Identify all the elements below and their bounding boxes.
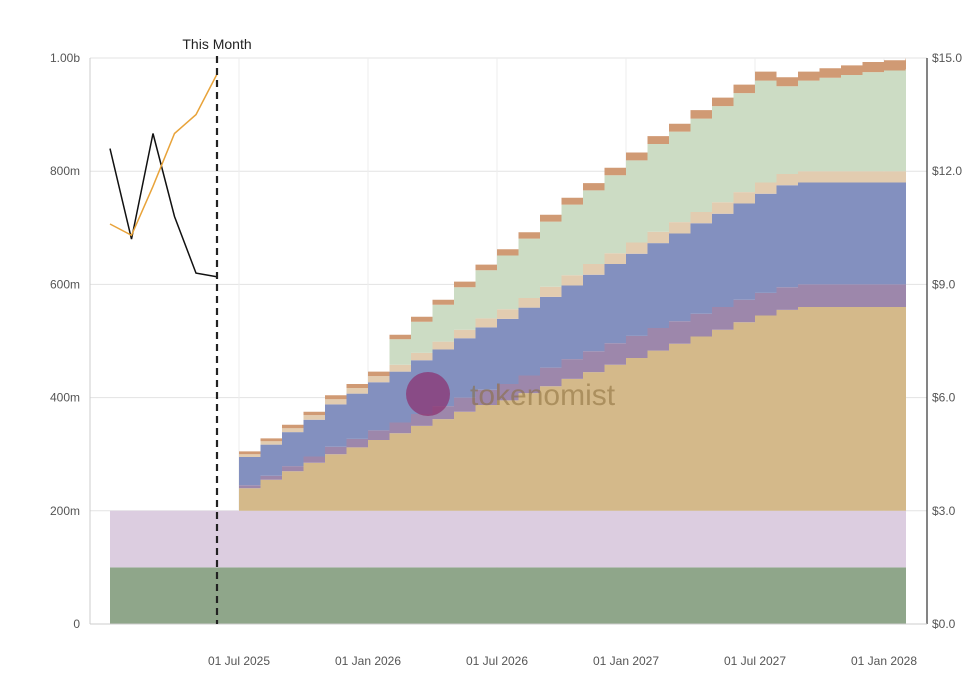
- x-tick-label: 01 Jul 2027: [724, 654, 786, 668]
- area-series-3: [239, 307, 906, 511]
- price-lines: [109, 72, 219, 278]
- y-right-tick-label: $3.0: [932, 504, 956, 518]
- area-series-7: [239, 69, 906, 455]
- x-tick-label: 01 Jan 2027: [593, 654, 659, 668]
- price-line-2: [109, 72, 219, 237]
- x-tick-label: 01 Jan 2028: [851, 654, 917, 668]
- y-left-tick-label: 1.00b: [50, 51, 80, 65]
- x-tick-label: 01 Jul 2026: [466, 654, 528, 668]
- area-series-2: [110, 510, 906, 568]
- watermark-logo-icon: [406, 372, 450, 416]
- y-left-tick-label: 400m: [50, 391, 80, 405]
- y-left-tick-label: 0: [73, 617, 80, 631]
- area-series-8: [239, 58, 906, 455]
- area-series-4: [239, 284, 906, 489]
- watermark-text: tokenomist: [470, 379, 616, 412]
- watermark: tokenomist: [406, 372, 616, 416]
- x-tick-label: 01 Jul 2025: [208, 654, 270, 668]
- y-left-tick-label: 600m: [50, 277, 80, 291]
- y-right-tick-label: $9.0: [932, 277, 956, 291]
- y-right-tick-label: $15.0: [932, 51, 962, 65]
- y-right-tick-label: $0.0: [932, 617, 956, 631]
- this-month-marker: This Month: [182, 36, 252, 624]
- area-series: [110, 58, 906, 624]
- area-series-1: [110, 567, 906, 624]
- y-right-tick-label: $6.0: [932, 391, 956, 405]
- axes: [89, 58, 928, 625]
- tick-labels: 0 200m 400m 600m 800m 1.00b $0.0 $3.0 $6.0 $9.0 $1…: [50, 51, 962, 668]
- y-left-tick-label: 200m: [50, 504, 80, 518]
- this-month-label: This Month: [182, 36, 251, 52]
- price-line-1: [109, 133, 218, 278]
- x-tick-label: 01 Jan 2026: [335, 654, 401, 668]
- y-left-tick-label: 800m: [50, 164, 80, 178]
- y-right-tick-label: $12.0: [932, 164, 962, 178]
- area-series-5: [239, 182, 906, 486]
